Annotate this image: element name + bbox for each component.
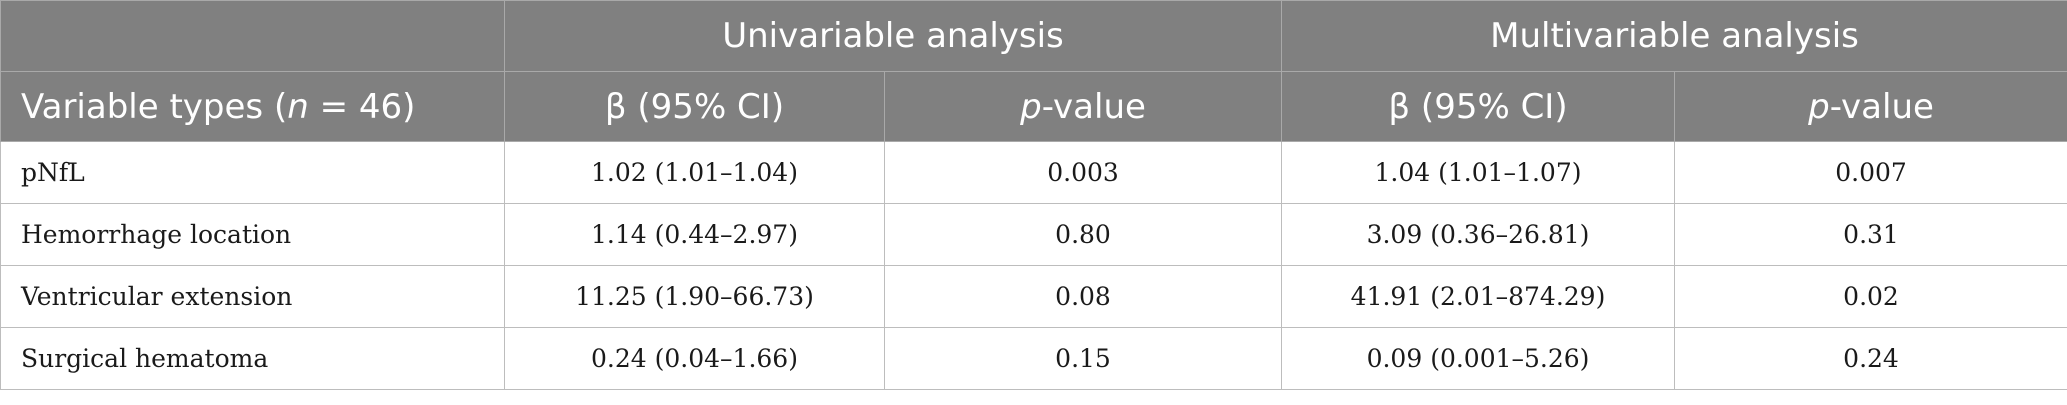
table-row: Hemorrhage location 1.14 (0.44–2.97) 0.8… — [0, 203, 2067, 266]
header-multi-beta: β (95% CI) — [1281, 71, 1676, 142]
header-empty-cell — [0, 0, 505, 72]
header-uni-pvalue: p-value — [883, 71, 1283, 142]
cell-multi-p: 0.02 — [1674, 265, 2067, 328]
header-variable-n: n — [287, 86, 309, 127]
header-univariable: Univariable analysis — [503, 0, 1283, 72]
table-body: pNfL 1.02 (1.01–1.04) 0.003 1.04 (1.01–1… — [0, 141, 2067, 390]
header-uni-p-italic: p — [1020, 86, 1042, 127]
cell-multi-beta: 0.09 (0.001–5.26) — [1281, 327, 1676, 390]
regression-table: Univariable analysis Multivariable analy… — [0, 0, 2067, 390]
cell-uni-beta: 1.14 (0.44–2.97) — [504, 203, 885, 266]
cell-uni-beta: 0.24 (0.04–1.66) — [504, 327, 885, 390]
cell-uni-p: 0.003 — [883, 141, 1283, 204]
header-variable-suffix: = 46) — [308, 86, 416, 127]
cell-uni-beta: 1.02 (1.01–1.04) — [504, 141, 885, 204]
header-variable-prefix: Variable types ( — [21, 86, 288, 127]
header-column-row: Variable types (n = 46) β (95% CI) p-val… — [0, 71, 2067, 142]
cell-multi-p: 0.31 — [1674, 203, 2067, 266]
header-multi-p-italic: p — [1808, 86, 1830, 127]
header-variable-types: Variable types (n = 46) — [0, 71, 505, 142]
header-uni-p-suffix: -value — [1041, 86, 1146, 127]
header-multivariable: Multivariable analysis — [1281, 0, 2067, 72]
cell-uni-p: 0.80 — [883, 203, 1283, 266]
cell-uni-p: 0.15 — [883, 327, 1283, 390]
header-group-row: Univariable analysis Multivariable analy… — [0, 0, 2067, 72]
header-multi-p-suffix: -value — [1829, 86, 1934, 127]
header-uni-beta: β (95% CI) — [504, 71, 885, 142]
cell-uni-beta: 11.25 (1.90–66.73) — [504, 265, 885, 328]
table-row: pNfL 1.02 (1.01–1.04) 0.003 1.04 (1.01–1… — [0, 141, 2067, 204]
cell-multi-beta: 3.09 (0.36–26.81) — [1281, 203, 1676, 266]
table-row: Surgical hematoma 0.24 (0.04–1.66) 0.15 … — [0, 327, 2067, 390]
cell-multi-p: 0.007 — [1674, 141, 2067, 204]
header-multi-pvalue: p-value — [1674, 71, 2067, 142]
table-row: Ventricular extension 11.25 (1.90–66.73)… — [0, 265, 2067, 328]
table-header: Univariable analysis Multivariable analy… — [0, 0, 2067, 142]
cell-variable: pNfL — [0, 141, 505, 204]
cell-multi-beta: 1.04 (1.01–1.07) — [1281, 141, 1676, 204]
cell-variable: Surgical hematoma — [0, 327, 505, 390]
cell-uni-p: 0.08 — [883, 265, 1283, 328]
cell-variable: Ventricular extension — [0, 265, 505, 328]
cell-multi-p: 0.24 — [1674, 327, 2067, 390]
cell-variable: Hemorrhage location — [0, 203, 505, 266]
cell-multi-beta: 41.91 (2.01–874.29) — [1281, 265, 1676, 328]
